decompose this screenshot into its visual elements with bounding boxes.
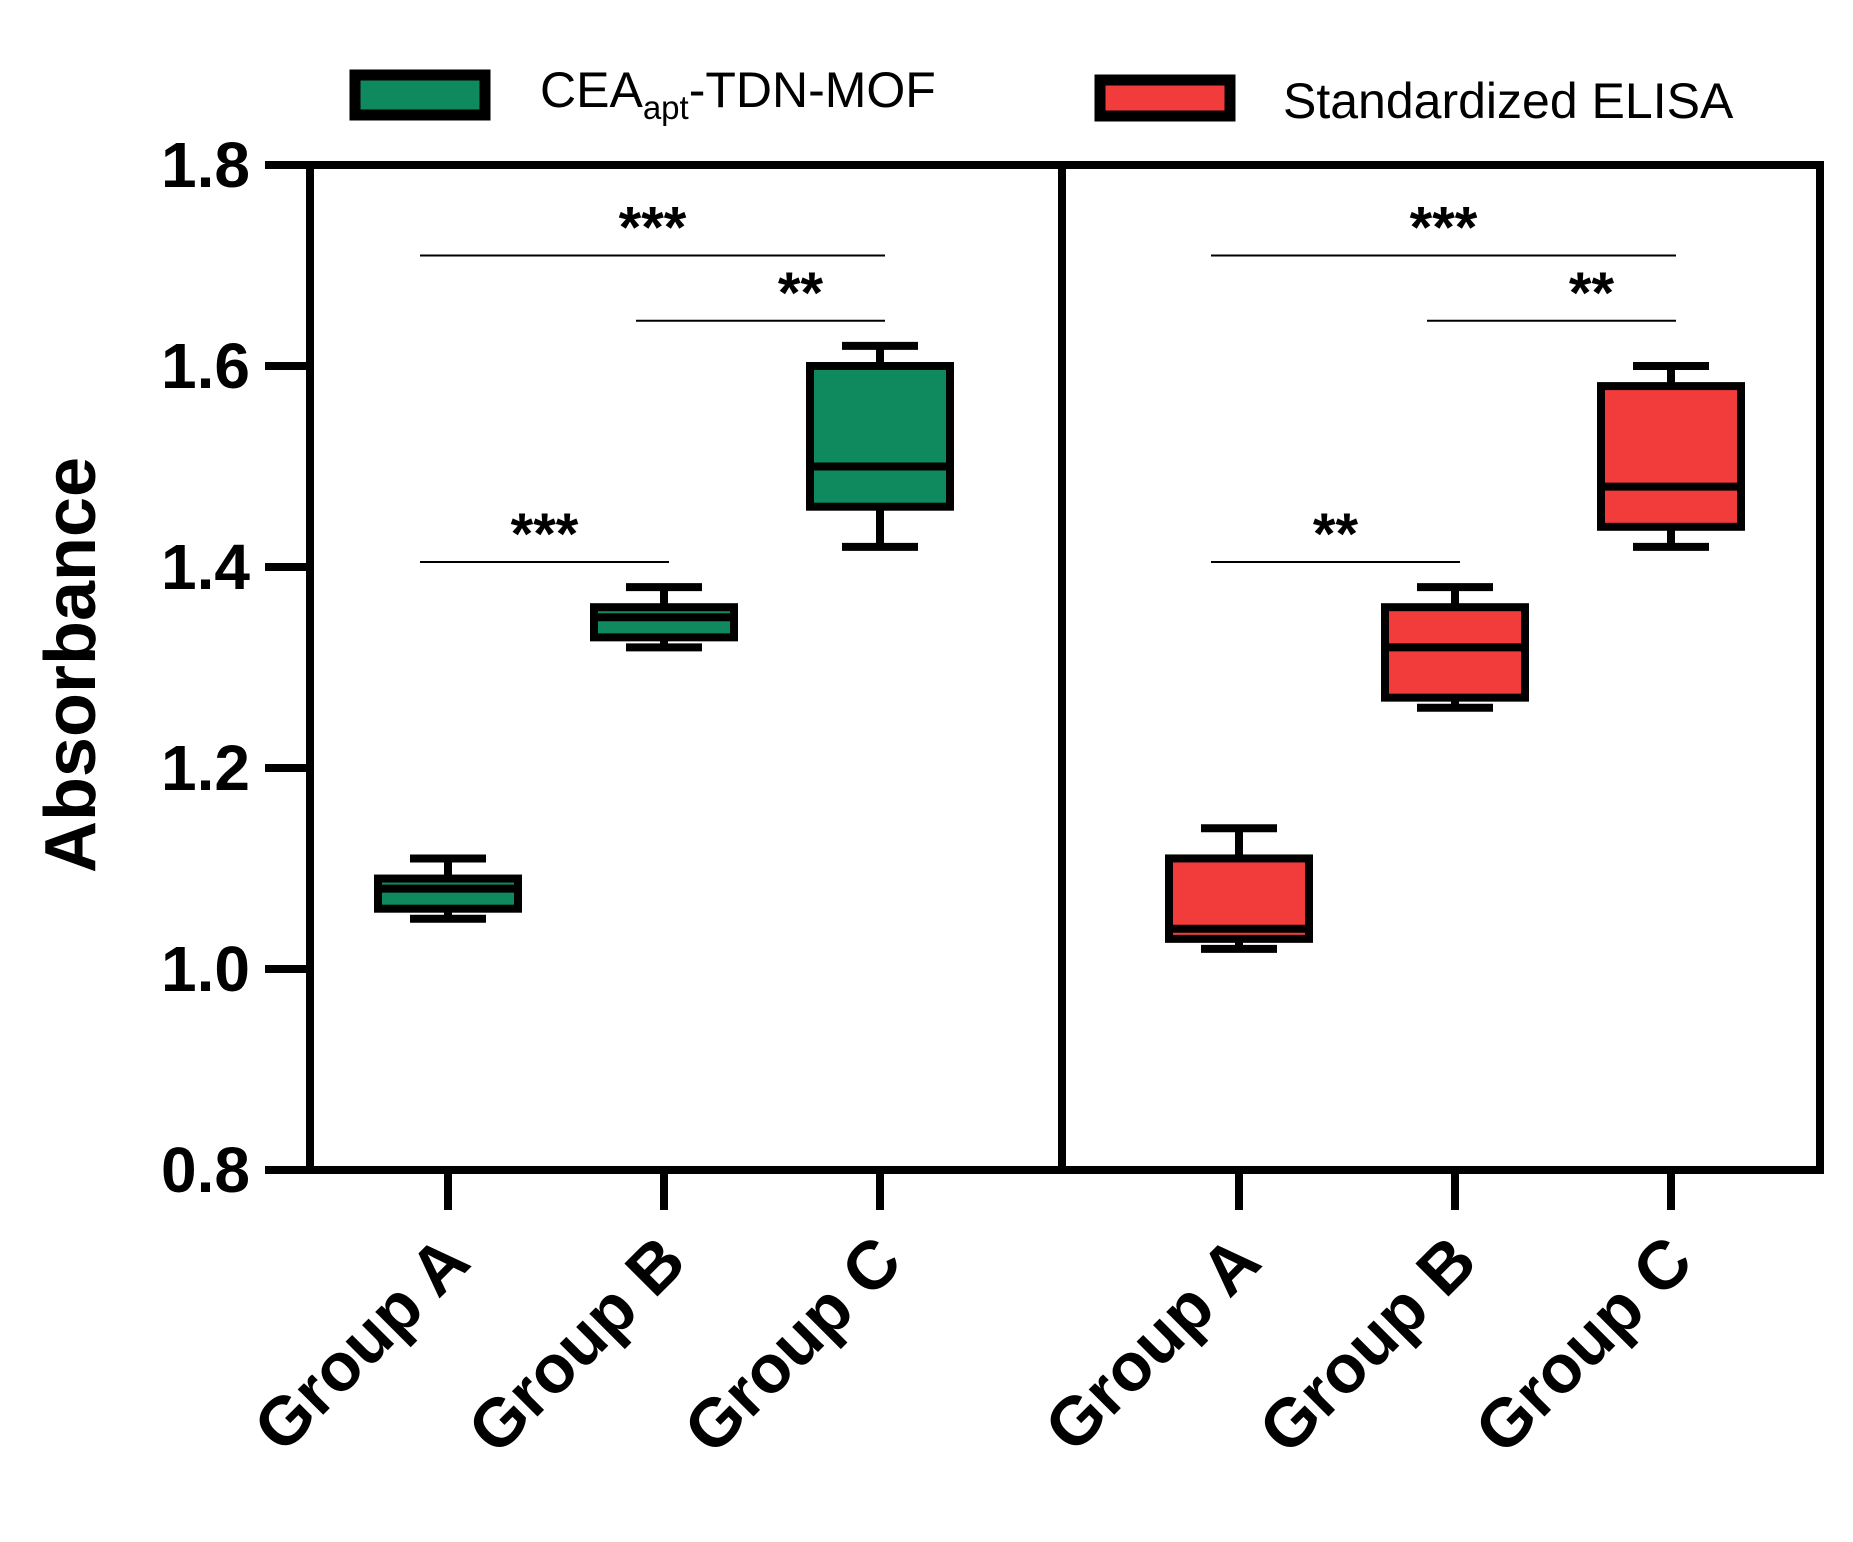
y-tick-label: 1.2	[161, 732, 250, 804]
significance-bracket: **	[636, 261, 885, 326]
legend-swatch-elisa	[1094, 74, 1236, 122]
significance-bracket: **	[1211, 502, 1460, 567]
x-tick-label: Group A	[239, 1222, 483, 1466]
significance-label: **	[778, 261, 824, 326]
y-tick-label: 1.6	[161, 330, 250, 402]
legend-item-elisa: Standardized ELISA	[1094, 73, 1734, 129]
box-body	[806, 362, 954, 511]
significance-label: ***	[619, 195, 687, 260]
y-tick-label: 0.8	[161, 1134, 250, 1206]
significance-bracket: ***	[1211, 195, 1676, 260]
x-tick-label: Group B	[454, 1222, 700, 1468]
legend-label-cea: CEAapt-TDN-MOF	[540, 62, 936, 126]
box-group-a	[1165, 824, 1313, 953]
box-body	[1381, 603, 1529, 702]
box-group-c	[1597, 362, 1745, 551]
y-tick-label: 1.8	[161, 129, 250, 201]
legend-item-cea: CEAapt-TDN-MOF	[349, 62, 936, 126]
significance-bracket: **	[1427, 261, 1676, 326]
significance-label: **	[1569, 261, 1615, 326]
y-tick-label: 1.4	[161, 531, 250, 603]
significance-bracket: ***	[420, 195, 885, 260]
significance-label: **	[1313, 502, 1359, 567]
chart-marks: ***************	[374, 195, 1745, 953]
box-group-c	[806, 341, 954, 551]
legend-label-elisa: Standardized ELISA	[1283, 73, 1734, 129]
legend-swatch-cea	[349, 69, 491, 121]
legend: CEAapt-TDN-MOF Standardized ELISA	[349, 62, 1734, 129]
y-axis-label: Absorbance	[31, 457, 111, 873]
significance-bracket: ***	[420, 502, 669, 567]
y-tick-label: 1.0	[161, 933, 250, 1005]
x-tick-label: Group C	[670, 1222, 916, 1468]
box-body	[374, 874, 522, 913]
box-group-b	[1381, 583, 1529, 712]
x-tick-label: Group C	[1461, 1222, 1707, 1468]
box-group-b	[590, 583, 738, 652]
x-tick-label: Group A	[1030, 1222, 1274, 1466]
box-body	[1597, 382, 1745, 531]
significance-label: ***	[1410, 195, 1478, 260]
box-body	[590, 603, 738, 642]
significance-label: ***	[511, 502, 579, 567]
box-group-a	[374, 854, 522, 923]
x-tick-label: Group B	[1245, 1222, 1491, 1468]
